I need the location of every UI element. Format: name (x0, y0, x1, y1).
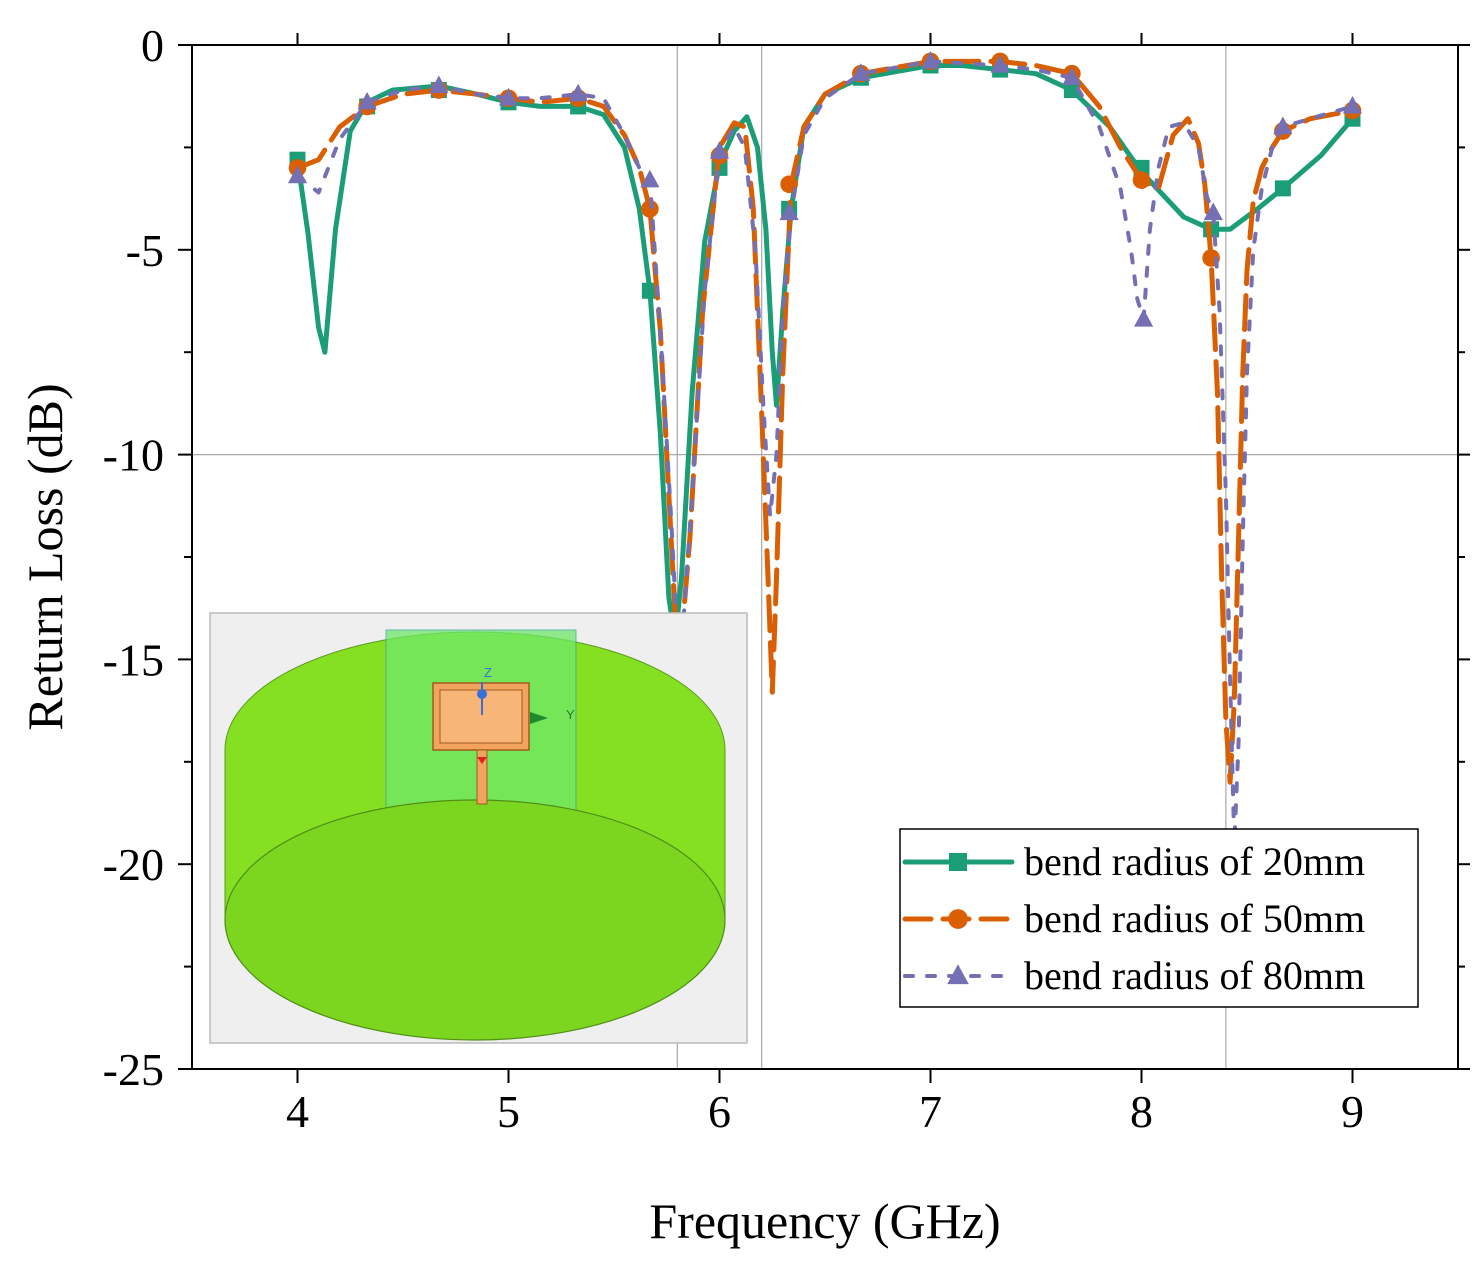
series-3 (287, 50, 1363, 846)
x-tick-label: 4 (286, 1086, 309, 1137)
data-point-marker (1063, 82, 1080, 99)
y-tick-label: -10 (103, 430, 164, 481)
x-tick-label: 5 (497, 1086, 520, 1137)
inset-cylinder-top (224, 799, 726, 1041)
data-point-marker (357, 91, 377, 110)
inset-patch-inner (439, 689, 523, 744)
data-point-marker (1342, 96, 1363, 114)
data-point-marker (287, 165, 308, 184)
data-point-marker (429, 75, 449, 94)
data-point-marker (568, 83, 588, 102)
data-point-marker (1273, 116, 1293, 135)
legend-item-3: bend radius of 80mm (903, 953, 1365, 998)
legend: bend radius of 20mm bend radius of 50mm be… (899, 828, 1419, 1008)
data-point-marker (640, 169, 660, 188)
data-point-marker (1134, 309, 1154, 327)
legend-label: bend radius of 50mm (1024, 896, 1365, 941)
y-tick-label: -25 (103, 1044, 164, 1095)
data-point-marker (641, 200, 659, 218)
data-point-marker (709, 141, 730, 159)
y-tick-label: -20 (103, 839, 164, 890)
data-point-marker (990, 55, 1010, 73)
y-axis-title: Return Loss (dB) (17, 383, 73, 730)
y-tick-label: -5 (126, 225, 164, 276)
inset-port-marker (477, 757, 487, 764)
inset-cylinder-antenna-model: Z Y (209, 612, 748, 1044)
legend-marker (949, 853, 967, 871)
axes: 4 5 6 7 8 9 0 -5 -10 -15 -20 -25 (103, 20, 1470, 1137)
inset-origin-marker (477, 689, 487, 699)
y-tick-label: -15 (103, 634, 164, 685)
legend-marker (947, 964, 969, 985)
x-tick-label: 9 (1341, 1086, 1364, 1137)
legend-item-1: bend radius of 20mm (902, 839, 1365, 884)
legend-item-2: bend radius of 50mm (902, 896, 1365, 941)
legend-label: bend radius of 20mm (1024, 839, 1365, 884)
inset-y-label: Y (566, 707, 575, 722)
inset-z-label: Z (484, 665, 492, 680)
x-axis-title: Frequency (GHz) (649, 1193, 1000, 1249)
data-point-marker (641, 282, 658, 299)
series-layer (287, 50, 1363, 846)
inset-y-arrow (530, 712, 548, 724)
x-tick-label: 8 (1130, 1086, 1153, 1137)
x-tick-label: 7 (919, 1086, 942, 1137)
series-line (295, 59, 1355, 846)
inset-feed-line (476, 749, 488, 805)
data-point-marker (1062, 67, 1082, 85)
data-point-marker (498, 87, 519, 106)
data-point-marker (1274, 180, 1291, 197)
y-tick-label: 0 (141, 20, 164, 71)
legend-marker (948, 909, 968, 929)
series-line (295, 63, 1355, 642)
data-point-marker (1203, 202, 1223, 221)
data-point-marker (1132, 171, 1151, 189)
data-point-marker (851, 63, 871, 81)
legend-label: bend radius of 80mm (1024, 953, 1365, 998)
data-point-marker (920, 50, 941, 69)
data-point-marker (779, 202, 799, 221)
x-tick-label: 6 (708, 1086, 731, 1137)
